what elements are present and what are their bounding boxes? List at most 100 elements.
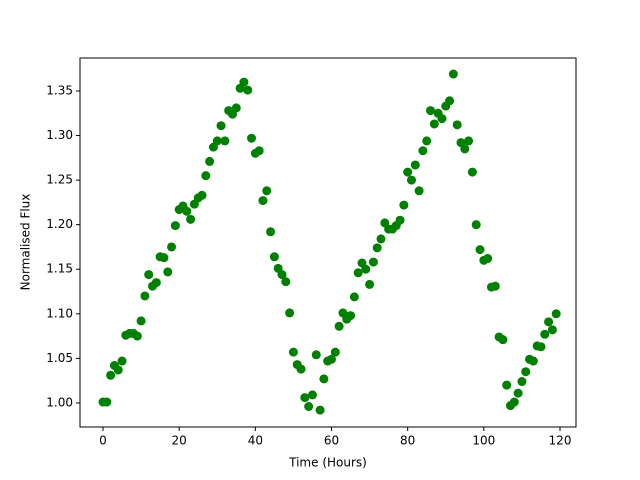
data-point	[403, 167, 413, 177]
data-point	[117, 356, 127, 366]
data-point	[517, 377, 527, 387]
data-point	[186, 214, 196, 224]
data-point	[285, 308, 295, 318]
data-point	[212, 136, 222, 146]
data-point	[429, 119, 439, 129]
data-point	[315, 405, 325, 415]
y-tick-label: 1.10	[46, 306, 73, 320]
y-tick-label: 1.30	[46, 128, 73, 142]
data-point	[216, 121, 226, 131]
data-point	[167, 242, 177, 252]
data-point	[361, 264, 371, 274]
data-point	[106, 370, 116, 380]
data-point	[296, 364, 306, 374]
data-point	[395, 215, 405, 225]
data-point	[365, 279, 375, 289]
data-point	[513, 388, 523, 398]
data-point	[277, 270, 287, 280]
data-point	[163, 267, 173, 277]
data-point	[437, 114, 447, 124]
data-point	[327, 354, 337, 364]
data-point	[349, 292, 359, 302]
x-tick-label: 80	[400, 434, 415, 448]
x-tick-label: 0	[99, 434, 107, 448]
data-point	[426, 106, 436, 116]
data-point	[509, 397, 519, 407]
data-point	[471, 220, 481, 230]
plot-frame	[79, 57, 577, 428]
data-point	[551, 309, 561, 319]
data-point	[330, 347, 340, 357]
data-point	[399, 200, 409, 210]
data-point	[445, 96, 455, 106]
data-point	[239, 77, 249, 87]
data-point	[197, 190, 207, 200]
data-point	[498, 335, 508, 345]
data-point	[288, 347, 298, 357]
data-point	[281, 277, 291, 287]
data-point	[372, 243, 382, 253]
data-point	[113, 365, 123, 375]
data-point	[266, 227, 276, 237]
data-point	[140, 291, 150, 301]
data-point	[243, 85, 253, 95]
data-point	[334, 321, 344, 331]
data-point	[258, 196, 268, 206]
data-point	[521, 367, 531, 377]
data-point	[159, 253, 169, 263]
data-point	[483, 254, 493, 264]
x-tick-label: 60	[324, 434, 339, 448]
data-point	[300, 393, 310, 403]
data-point	[254, 146, 264, 156]
data-point	[307, 390, 317, 400]
data-point	[536, 342, 546, 352]
data-point	[502, 380, 512, 390]
data-point	[319, 374, 329, 384]
y-tick-label: 1.35	[46, 83, 73, 97]
data-point	[376, 234, 386, 244]
data-point	[311, 350, 321, 360]
x-tick-label: 100	[472, 434, 495, 448]
data-point	[346, 311, 356, 321]
y-axis-label: Normalised Flux	[19, 194, 33, 291]
y-tick-label: 1.20	[46, 217, 73, 231]
data-point	[422, 136, 432, 146]
data-point	[406, 175, 416, 185]
data-point	[201, 171, 211, 181]
data-point	[452, 120, 462, 130]
data-point	[231, 103, 241, 113]
x-axis-label: Time (Hours)	[288, 456, 367, 470]
x-tick-label: 20	[172, 434, 187, 448]
data-point	[528, 356, 538, 366]
x-tick-label: 120	[549, 434, 572, 448]
data-point	[151, 278, 161, 288]
x-tick-label: 40	[248, 434, 263, 448]
data-point	[418, 146, 428, 156]
y-tick-label: 1.25	[46, 173, 73, 187]
data-point	[304, 402, 314, 411]
data-point	[464, 136, 474, 146]
y-tick-label: 1.00	[46, 395, 73, 409]
data-point	[414, 186, 424, 196]
data-point	[460, 144, 470, 154]
data-point	[247, 133, 257, 143]
data-point	[544, 317, 554, 327]
data-point	[475, 245, 485, 255]
data-point	[170, 221, 180, 231]
data-point	[102, 397, 112, 407]
data-point	[353, 268, 363, 278]
data-point	[540, 329, 550, 339]
y-tick-label: 1.05	[46, 351, 73, 365]
y-tick-label: 1.15	[46, 262, 73, 276]
data-point	[269, 252, 279, 262]
data-point	[547, 325, 557, 335]
data-point	[144, 270, 154, 280]
data-point	[220, 136, 230, 146]
data-point	[368, 257, 378, 267]
data-point	[136, 316, 146, 326]
data-point	[205, 156, 215, 166]
data-point	[490, 281, 500, 291]
data-point	[448, 69, 458, 79]
